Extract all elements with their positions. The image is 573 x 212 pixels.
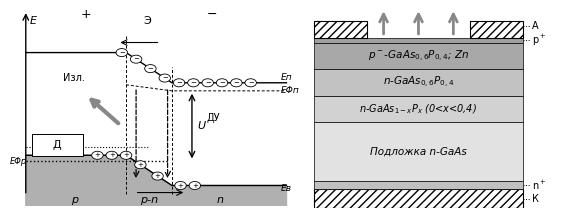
- Circle shape: [231, 79, 242, 87]
- Circle shape: [152, 172, 163, 180]
- Text: К: К: [532, 194, 539, 204]
- Text: A: A: [532, 21, 538, 31]
- Text: +: +: [123, 152, 129, 158]
- Circle shape: [159, 74, 171, 82]
- Text: +: +: [178, 183, 183, 188]
- Bar: [314, 96, 523, 122]
- Text: Eп: Eп: [281, 73, 292, 82]
- Text: p: p: [71, 195, 78, 205]
- Bar: [314, 181, 523, 190]
- Text: −: −: [176, 80, 182, 86]
- Text: Eв: Eв: [281, 184, 292, 192]
- Circle shape: [245, 79, 257, 87]
- Circle shape: [106, 151, 117, 159]
- Polygon shape: [26, 155, 287, 206]
- Circle shape: [202, 79, 214, 87]
- Text: p-n: p-n: [140, 195, 158, 205]
- Text: −: −: [248, 80, 254, 86]
- Text: +: +: [81, 8, 91, 21]
- Text: n$^+$: n$^+$: [532, 179, 546, 192]
- Text: Подложка n-GaAs: Подложка n-GaAs: [370, 147, 467, 157]
- Circle shape: [175, 181, 186, 190]
- Text: −: −: [219, 80, 225, 86]
- Text: p$^-$-GaAs$_{0,6}$P$_{0,4}$; Zn: p$^-$-GaAs$_{0,6}$P$_{0,4}$; Zn: [368, 49, 469, 64]
- Text: Э: Э: [144, 16, 151, 26]
- Text: EΦп: EΦп: [281, 86, 300, 95]
- Text: +: +: [109, 152, 115, 158]
- Text: Изл.: Изл.: [63, 73, 85, 83]
- Text: Д: Д: [53, 140, 62, 150]
- Circle shape: [135, 161, 146, 169]
- Circle shape: [116, 49, 127, 57]
- Bar: [470, 21, 523, 38]
- Text: −: −: [147, 66, 154, 72]
- Circle shape: [144, 65, 156, 73]
- Text: +: +: [192, 183, 198, 188]
- Text: −: −: [119, 50, 125, 56]
- Circle shape: [217, 79, 228, 87]
- Text: +: +: [95, 152, 100, 158]
- Bar: [314, 38, 523, 43]
- Text: −: −: [205, 80, 211, 86]
- Bar: [314, 122, 523, 181]
- Bar: [314, 69, 523, 96]
- Text: U: U: [198, 121, 206, 131]
- Bar: [314, 190, 523, 208]
- Text: EΦр: EΦр: [10, 157, 28, 166]
- Text: n-GaAs$_{1-x}$P$_x$ (0<x<0,4): n-GaAs$_{1-x}$P$_x$ (0<x<0,4): [359, 102, 477, 116]
- Bar: [314, 21, 367, 38]
- Bar: [314, 43, 523, 69]
- Bar: [32, 134, 83, 156]
- Text: −: −: [207, 8, 217, 21]
- Text: −: −: [133, 56, 139, 62]
- Circle shape: [188, 79, 199, 87]
- Text: −: −: [233, 80, 240, 86]
- Text: АУ: АУ: [49, 136, 61, 146]
- Text: E: E: [30, 16, 37, 26]
- Text: −: −: [190, 80, 197, 86]
- Circle shape: [92, 151, 103, 159]
- Circle shape: [131, 55, 142, 63]
- Text: n-GaAs$_{0,6}$P$_{0,4}$: n-GaAs$_{0,6}$P$_{0,4}$: [383, 75, 454, 90]
- Text: p$^+$: p$^+$: [532, 33, 546, 48]
- Circle shape: [189, 181, 201, 190]
- Text: −: −: [162, 75, 168, 81]
- Text: n: n: [217, 195, 224, 205]
- Text: +: +: [138, 162, 143, 168]
- Circle shape: [120, 151, 132, 159]
- Circle shape: [174, 79, 185, 87]
- Text: +: +: [155, 173, 160, 179]
- Text: ДУ: ДУ: [206, 113, 220, 123]
